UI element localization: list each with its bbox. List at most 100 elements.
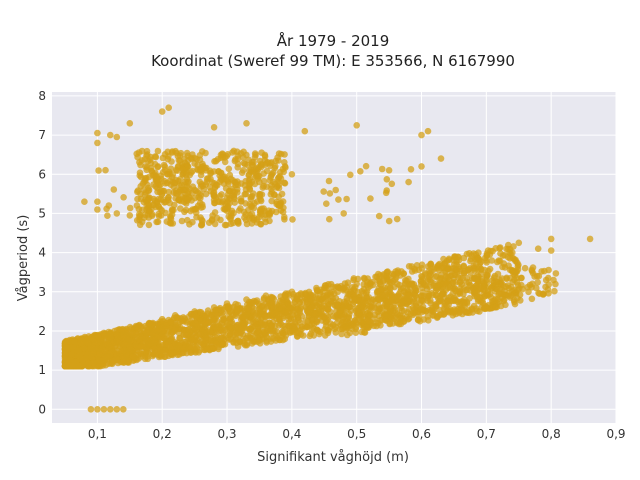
data-point bbox=[345, 313, 353, 321]
data-point bbox=[418, 284, 426, 292]
data-point bbox=[94, 206, 101, 213]
data-point bbox=[418, 296, 426, 304]
data-point bbox=[437, 155, 445, 162]
data-point bbox=[227, 326, 234, 334]
data-point bbox=[162, 338, 170, 345]
data-points bbox=[61, 104, 594, 413]
data-point bbox=[385, 276, 393, 284]
data-point bbox=[432, 292, 440, 299]
data-point bbox=[143, 147, 151, 155]
data-point bbox=[550, 276, 557, 284]
data-point bbox=[181, 155, 188, 162]
y-tick-label: 6 bbox=[38, 167, 46, 181]
data-point bbox=[481, 286, 488, 293]
data-point bbox=[483, 250, 491, 257]
data-point bbox=[236, 338, 244, 345]
data-point bbox=[308, 320, 316, 328]
data-point bbox=[212, 333, 219, 341]
data-point bbox=[450, 265, 458, 272]
data-point bbox=[381, 292, 388, 299]
data-point bbox=[376, 296, 383, 304]
data-point bbox=[383, 176, 391, 183]
data-point bbox=[388, 180, 396, 188]
data-point bbox=[321, 332, 329, 339]
data-point bbox=[402, 276, 409, 284]
data-point bbox=[481, 281, 488, 289]
data-point bbox=[172, 187, 180, 194]
data-point bbox=[528, 295, 536, 303]
data-point bbox=[405, 292, 413, 299]
data-point bbox=[181, 208, 188, 216]
data-point bbox=[107, 406, 114, 413]
data-point bbox=[586, 235, 594, 243]
data-point bbox=[534, 279, 541, 286]
data-point bbox=[264, 303, 271, 310]
data-point bbox=[540, 290, 547, 297]
data-point bbox=[143, 164, 151, 171]
x-tick-label: 0,6 bbox=[412, 427, 431, 441]
data-point bbox=[268, 188, 276, 196]
data-point bbox=[256, 337, 263, 344]
data-point bbox=[133, 202, 141, 209]
data-point bbox=[168, 158, 175, 165]
data-point bbox=[390, 301, 398, 309]
data-point bbox=[187, 154, 195, 162]
y-tick-label: 7 bbox=[38, 128, 46, 142]
data-point bbox=[158, 190, 166, 198]
data-point bbox=[249, 167, 257, 175]
data-point bbox=[268, 197, 276, 205]
data-point bbox=[171, 179, 179, 187]
data-point bbox=[387, 285, 394, 292]
data-point bbox=[336, 325, 344, 333]
data-point bbox=[153, 327, 161, 334]
data-point bbox=[153, 218, 160, 226]
data-point bbox=[199, 217, 206, 225]
y-axis-label: Vågperiod (s) bbox=[16, 215, 31, 302]
data-point bbox=[253, 297, 261, 304]
data-point bbox=[241, 182, 249, 189]
data-point bbox=[394, 267, 402, 274]
data-point bbox=[237, 205, 244, 212]
data-point bbox=[377, 317, 384, 324]
data-point bbox=[410, 281, 418, 288]
data-point bbox=[121, 341, 128, 348]
data-point bbox=[200, 346, 208, 354]
data-point bbox=[456, 279, 464, 287]
data-point bbox=[407, 166, 415, 173]
data-point bbox=[272, 308, 280, 316]
data-point bbox=[405, 178, 412, 186]
data-point bbox=[137, 190, 144, 198]
data-point bbox=[534, 245, 542, 252]
data-point bbox=[395, 290, 403, 298]
data-point bbox=[383, 187, 391, 194]
data-point bbox=[326, 190, 334, 197]
data-point bbox=[103, 205, 110, 213]
data-point bbox=[202, 149, 209, 157]
data-point bbox=[247, 195, 255, 203]
x-axis-label: Signifikant våghöjd (m) bbox=[257, 450, 409, 465]
data-point bbox=[71, 338, 78, 345]
data-point bbox=[481, 293, 488, 300]
data-point bbox=[149, 349, 157, 357]
data-point bbox=[425, 317, 432, 324]
data-point bbox=[275, 181, 283, 188]
data-point bbox=[136, 216, 143, 224]
data-point bbox=[269, 329, 277, 337]
data-point bbox=[405, 263, 413, 270]
data-point bbox=[74, 347, 82, 354]
data-point bbox=[158, 108, 166, 115]
data-point bbox=[192, 343, 199, 350]
data-point bbox=[418, 272, 425, 280]
y-tick-label: 1 bbox=[38, 363, 46, 377]
data-point bbox=[227, 175, 235, 183]
data-point bbox=[508, 283, 515, 291]
data-point bbox=[252, 151, 259, 159]
data-point bbox=[113, 133, 121, 141]
data-point bbox=[385, 217, 393, 225]
data-point bbox=[159, 168, 167, 176]
data-point bbox=[221, 205, 229, 212]
data-point bbox=[191, 186, 198, 194]
data-point bbox=[457, 274, 465, 282]
data-point bbox=[275, 322, 283, 329]
data-point bbox=[182, 178, 189, 186]
